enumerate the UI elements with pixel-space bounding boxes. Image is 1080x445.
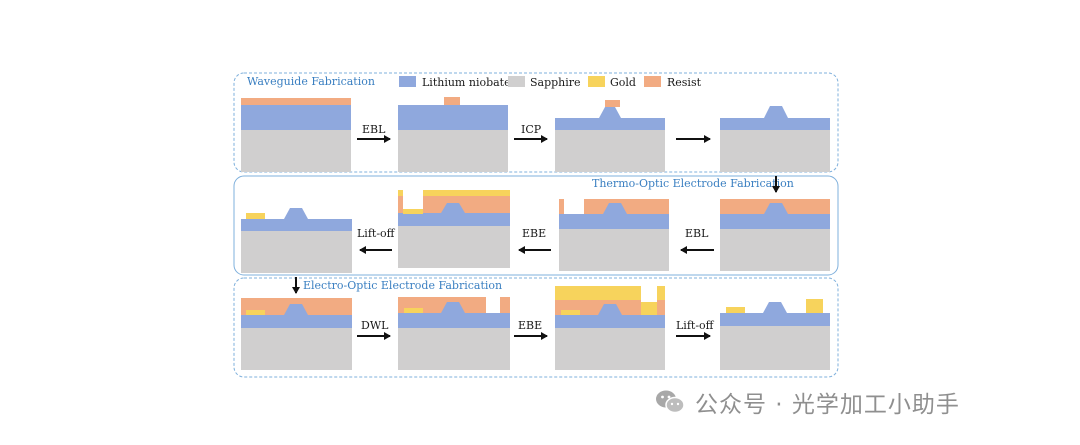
step-label-eo-3: Lift-off [676,319,715,332]
step-label-eo-1: DWL [361,319,389,332]
stack-wg-3 [555,100,665,172]
watermark-text: 公众号 · 光学加工小助手 [695,392,960,418]
section-frame-electro-optic [233,277,839,378]
section-title-electro-optic: Electro-Optic Electrode Fabrication [303,279,502,292]
step-label-to-3: Lift-off [357,227,396,240]
step-label-eo-2: EBE [518,319,542,332]
legend-label-lithium-niobate: Lithium niobate [422,76,511,89]
section-frame-waveguide [233,72,839,173]
legend-swatch-gold [588,76,605,87]
wechat-icon [656,390,685,414]
stack-wg-1 [241,98,351,172]
legend-label-gold: Gold [610,76,636,89]
legend-label-sapphire: Sapphire [530,76,581,89]
legend-swatch-sapphire [508,76,525,87]
stack-eo-4 [720,299,830,370]
legend-swatch-lithium-niobate [399,76,416,87]
stack-to-4 [720,199,830,271]
legend-swatch-resist [644,76,661,87]
stack-to-2 [398,190,510,268]
stack-wg-2 [398,97,508,172]
watermark: 公众号 · 光学加工小助手 [655,382,960,422]
legend: Lithium niobate Sapphire Gold Resist [399,76,702,89]
stack-to-3 [559,199,669,271]
stack-eo-1 [241,298,352,370]
step-label-wg-2: ICP [521,123,542,136]
section-title-waveguide: Waveguide Fabrication [247,75,375,88]
legend-label-resist: Resist [667,76,702,89]
section-title-thermo-optic: Thermo-Optic Electrode Fabrication [592,177,794,190]
stack-to-1 [241,208,352,273]
stack-eo-2 [398,297,510,370]
step-label-to-1: EBL [685,227,709,240]
step-label-to-2: EBE [522,227,546,240]
stack-wg-4 [720,106,830,172]
stack-eo-3 [555,286,665,370]
step-label-wg-1: EBL [362,123,386,136]
section-frame-thermo-optic [233,175,839,276]
